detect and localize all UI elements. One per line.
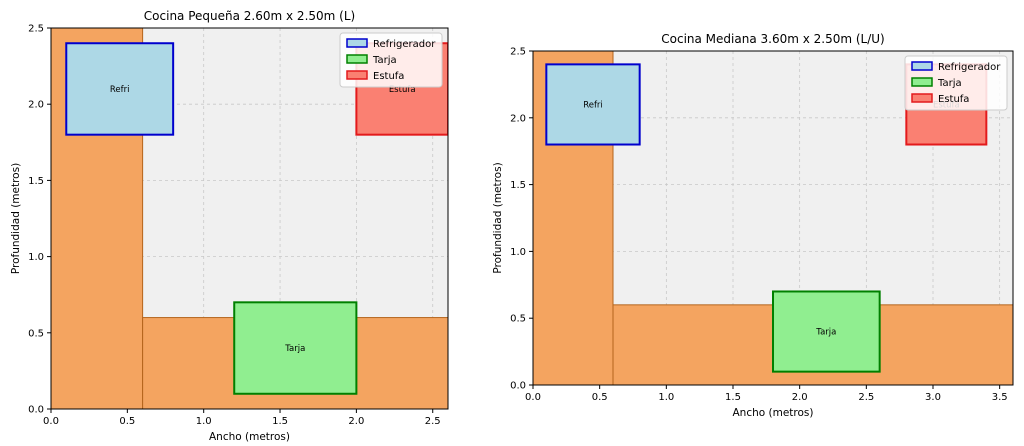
- appliance-label: Refri: [583, 100, 603, 110]
- y-axis-label: Profundidad (metros): [10, 163, 22, 274]
- x-axis-label: Ancho (metros): [732, 407, 813, 419]
- appliance-label: Refri: [110, 85, 130, 95]
- x-tick-label: 2.0: [348, 416, 364, 427]
- y-tick-label: 2.5: [510, 47, 526, 58]
- y-tick-label: 0.5: [28, 328, 44, 339]
- x-tick-label: 2.0: [792, 392, 808, 403]
- x-tick-label: 0.5: [119, 416, 135, 427]
- chart-1: Refri Tarja Estufa 0.0 0.5 1.0 1.5 2.0 2.5 0.0 0.5…: [10, 9, 448, 443]
- y-tick-label: 1.5: [28, 176, 44, 187]
- legend-swatch: [912, 78, 932, 86]
- y-tick-label: 0.5: [510, 314, 526, 325]
- x-tick-label: 0.5: [592, 392, 608, 403]
- y-tick-label: 1.5: [510, 180, 526, 191]
- x-tick-label: 0.0: [43, 416, 59, 427]
- legend-swatch: [912, 62, 932, 70]
- x-tick-label: 1.5: [272, 416, 288, 427]
- y-axis-label: Profundidad (metros): [492, 162, 504, 273]
- y-tick-label: 0.0: [28, 405, 44, 416]
- y-tick-label: 1.0: [28, 252, 44, 263]
- legend-entry: Refrigerador: [373, 39, 436, 50]
- chart-title: Cocina Mediana 3.60m x 2.50m (L/U): [661, 32, 884, 46]
- x-axis-label: Ancho (metros): [209, 431, 290, 443]
- legend-entry: Tarja: [937, 78, 962, 89]
- x-tick-label: 1.0: [196, 416, 212, 427]
- x-tick-label: 3.5: [992, 392, 1008, 403]
- legend-swatch: [347, 55, 367, 63]
- x-tick-label: 1.5: [725, 392, 741, 403]
- legend: Refrigerador Tarja Estufa: [340, 33, 442, 87]
- y-tick-label: 0.0: [510, 381, 526, 392]
- x-tick-label: 2.5: [425, 416, 441, 427]
- x-tick-label: 3.0: [925, 392, 941, 403]
- legend-swatch: [912, 94, 932, 102]
- legend-entry: Refrigerador: [938, 62, 1001, 73]
- x-tick-label: 0.0: [525, 392, 541, 403]
- legend-entry: Estufa: [938, 94, 969, 105]
- y-tick-label: 1.0: [510, 247, 526, 258]
- legend-swatch: [347, 71, 367, 79]
- legend-entry: Tarja: [372, 55, 397, 66]
- chart-title: Cocina Pequeña 2.60m x 2.50m (L): [144, 9, 355, 23]
- legend: Refrigerador Tarja Estufa: [905, 56, 1007, 110]
- legend-entry: Estufa: [373, 71, 404, 82]
- chart-2: Refri Tarja Estufa 0.0 0.5 1.0 1.5 2.0 2.5 3.0 3.5…: [492, 32, 1013, 419]
- legend-swatch: [347, 39, 367, 47]
- x-tick-label: 2.5: [858, 392, 874, 403]
- y-tick-label: 2.5: [28, 24, 44, 35]
- y-tick-label: 2.0: [28, 100, 44, 111]
- appliance-label: Tarja: [815, 328, 836, 338]
- x-tick-label: 1.0: [658, 392, 674, 403]
- appliance-label: Tarja: [284, 344, 305, 354]
- y-tick-label: 2.0: [510, 113, 526, 124]
